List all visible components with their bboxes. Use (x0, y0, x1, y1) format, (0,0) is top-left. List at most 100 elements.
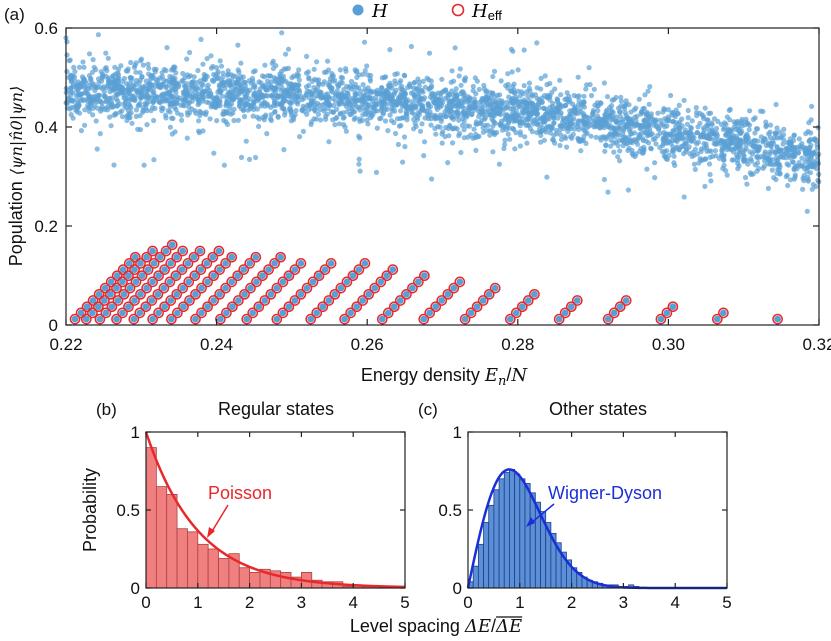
heff-point (160, 245, 172, 257)
h-point (317, 89, 323, 95)
h-point-under-heff (138, 272, 146, 280)
h-point (221, 162, 227, 168)
panel-b-arrow-head (207, 527, 215, 538)
heff-point (105, 288, 116, 300)
h-point (402, 144, 408, 150)
h-point-under-heff (228, 278, 236, 286)
h-point (629, 140, 635, 146)
h-point-under-heff (384, 309, 392, 317)
heff-point (140, 301, 152, 313)
h-point-under-heff (173, 253, 181, 261)
h-point (490, 149, 496, 155)
h-point (280, 95, 286, 101)
h-point (617, 148, 623, 154)
h-point (398, 94, 404, 100)
h-point (668, 92, 674, 99)
h-point (517, 119, 523, 126)
h-point (453, 86, 459, 92)
y-tick-label: 0.2 (34, 217, 58, 236)
h-point-under-heff (144, 266, 152, 273)
h-point (189, 98, 195, 104)
h-point-under-heff (349, 272, 357, 280)
heff-point (244, 258, 256, 269)
heff-point (176, 264, 188, 275)
h-point (501, 145, 507, 152)
heff-point (99, 282, 111, 294)
h-point (505, 120, 511, 126)
x-tick-label: 1 (193, 593, 202, 612)
h-point (104, 85, 110, 91)
h-point-under-heff (167, 260, 175, 267)
h-point (530, 102, 536, 108)
h-point (137, 113, 143, 119)
h-point (651, 117, 658, 123)
h-point-under-heff (279, 278, 287, 286)
h-point-under-heff (155, 272, 163, 280)
h-point (602, 112, 608, 118)
h-point (138, 58, 144, 64)
h-point (308, 92, 314, 98)
h-point (357, 116, 363, 122)
h-point (571, 92, 577, 99)
h-point (735, 160, 741, 166)
h-point (387, 112, 393, 118)
h-point (180, 70, 186, 77)
h-point (509, 88, 515, 94)
h-point (424, 75, 430, 81)
h-point (777, 129, 783, 135)
h-point (437, 112, 443, 118)
h-point (466, 96, 472, 102)
h-point-under-heff (149, 315, 157, 323)
h-point (811, 137, 817, 143)
h-point-under-heff (166, 278, 174, 286)
heff-point (711, 313, 723, 325)
h-point (200, 128, 206, 134)
h-point (373, 169, 380, 175)
h-point (743, 116, 749, 122)
h-point (388, 118, 395, 124)
heff-point (208, 295, 219, 306)
h-point (256, 89, 262, 95)
h-point (578, 148, 584, 154)
heff-point (148, 258, 160, 269)
h-point (685, 107, 691, 114)
h-point (780, 141, 786, 147)
h-point (83, 90, 89, 96)
h-point-under-heff (347, 309, 354, 317)
h-point (333, 91, 339, 97)
h-point (208, 53, 214, 59)
h-point (664, 131, 670, 137)
h-point (625, 147, 631, 153)
h-point (164, 45, 170, 51)
h-point (432, 125, 438, 132)
h-point (392, 71, 398, 77)
heff-point (247, 307, 259, 319)
h-point (800, 163, 806, 169)
h-point (526, 85, 533, 91)
h-point (713, 134, 719, 140)
h-point (217, 89, 223, 96)
h-point (210, 96, 217, 102)
h-point-under-heff (337, 284, 345, 292)
h-point (657, 144, 663, 151)
h-point-under-heff (215, 247, 223, 255)
heff-point (277, 307, 289, 319)
h-point (129, 120, 135, 126)
h-point (146, 65, 152, 71)
h-point (565, 128, 571, 134)
h-point (449, 98, 455, 104)
histogram-bar (249, 572, 261, 589)
x-tick-label: 4 (348, 593, 357, 612)
h-point (648, 145, 654, 151)
h-point (547, 97, 553, 103)
heff-point (289, 264, 301, 275)
heff-point (220, 258, 231, 269)
h-point (342, 100, 348, 107)
h-point (446, 92, 452, 98)
h-point (694, 130, 700, 136)
h-point (640, 137, 646, 144)
h-point (580, 118, 587, 124)
y-tick-label: 0 (453, 579, 462, 598)
h-point (78, 83, 84, 90)
h-point (341, 93, 347, 99)
